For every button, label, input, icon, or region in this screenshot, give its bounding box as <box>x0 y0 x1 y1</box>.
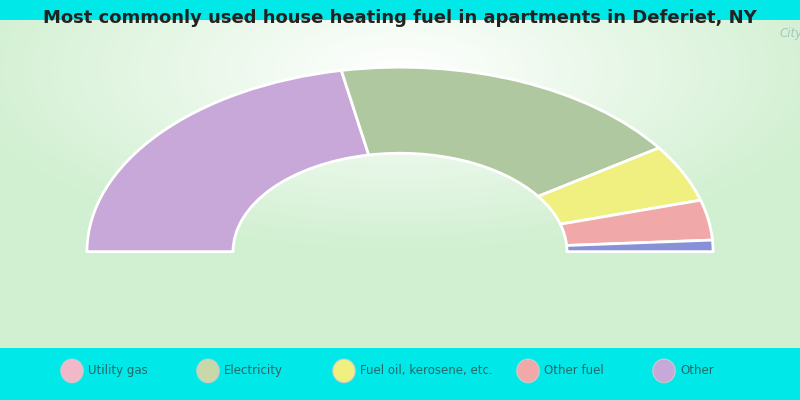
Text: Other: Other <box>680 364 714 377</box>
Text: Other fuel: Other fuel <box>544 364 604 377</box>
Text: Electricity: Electricity <box>224 364 283 377</box>
Ellipse shape <box>197 359 219 383</box>
Text: Most commonly used house heating fuel in apartments in Deferiet, NY: Most commonly used house heating fuel in… <box>43 9 757 27</box>
Wedge shape <box>87 70 369 252</box>
Ellipse shape <box>653 359 675 383</box>
Text: Fuel oil, kerosene, etc.: Fuel oil, kerosene, etc. <box>360 364 493 377</box>
Wedge shape <box>560 200 713 246</box>
Ellipse shape <box>333 359 355 383</box>
Ellipse shape <box>61 359 83 383</box>
Text: Utility gas: Utility gas <box>88 364 148 377</box>
Ellipse shape <box>517 359 539 383</box>
Wedge shape <box>538 148 701 224</box>
Text: City-Data.com: City-Data.com <box>780 26 800 40</box>
Wedge shape <box>342 67 659 196</box>
Wedge shape <box>566 240 713 252</box>
